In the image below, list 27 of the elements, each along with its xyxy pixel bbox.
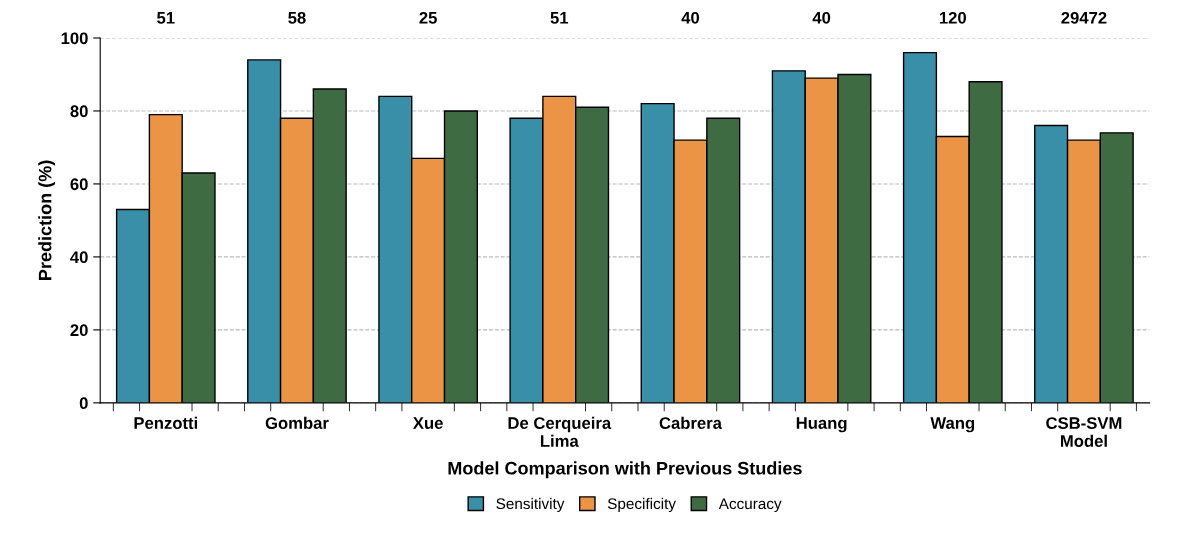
x-tick-label: De Cerqueira Lima (508, 416, 612, 447)
text: 25 (419, 11, 437, 24)
x-tick-label: Huang (796, 417, 847, 433)
y-tick-label: 100 (61, 32, 88, 45)
x-tick-label: Penzotti (134, 416, 198, 429)
y-tick-label: 80 (70, 105, 88, 118)
y-tick-label: 0 (79, 397, 88, 410)
y-tick-label: 20 (70, 324, 88, 337)
text: 29472 (1061, 11, 1107, 24)
text: 40 (681, 11, 700, 24)
x-tick-label: Cabrera (659, 416, 723, 429)
legend-label: Sensitivity (496, 497, 565, 513)
x-tick-label: Gombar (265, 416, 329, 429)
x-tick-label: CSB-SVM Model (1046, 417, 1122, 447)
text: 120 (939, 11, 966, 24)
x-tick-label: Wang (930, 417, 975, 433)
text: 51 (550, 12, 569, 24)
legend-label: Specificity (607, 497, 676, 513)
x-axis-title: Model Comparison with Previous Studies (448, 461, 802, 479)
text: 51 (157, 12, 175, 24)
legend-label: Accuracy (718, 498, 782, 513)
y-axis-title: Prediction (%) (38, 160, 56, 280)
text: 58 (288, 11, 306, 24)
x-tick-label: Xue (412, 417, 443, 429)
y-tick-label: 40 (70, 251, 88, 264)
text: 40 (812, 11, 831, 24)
y-tick-label: 60 (70, 178, 88, 191)
